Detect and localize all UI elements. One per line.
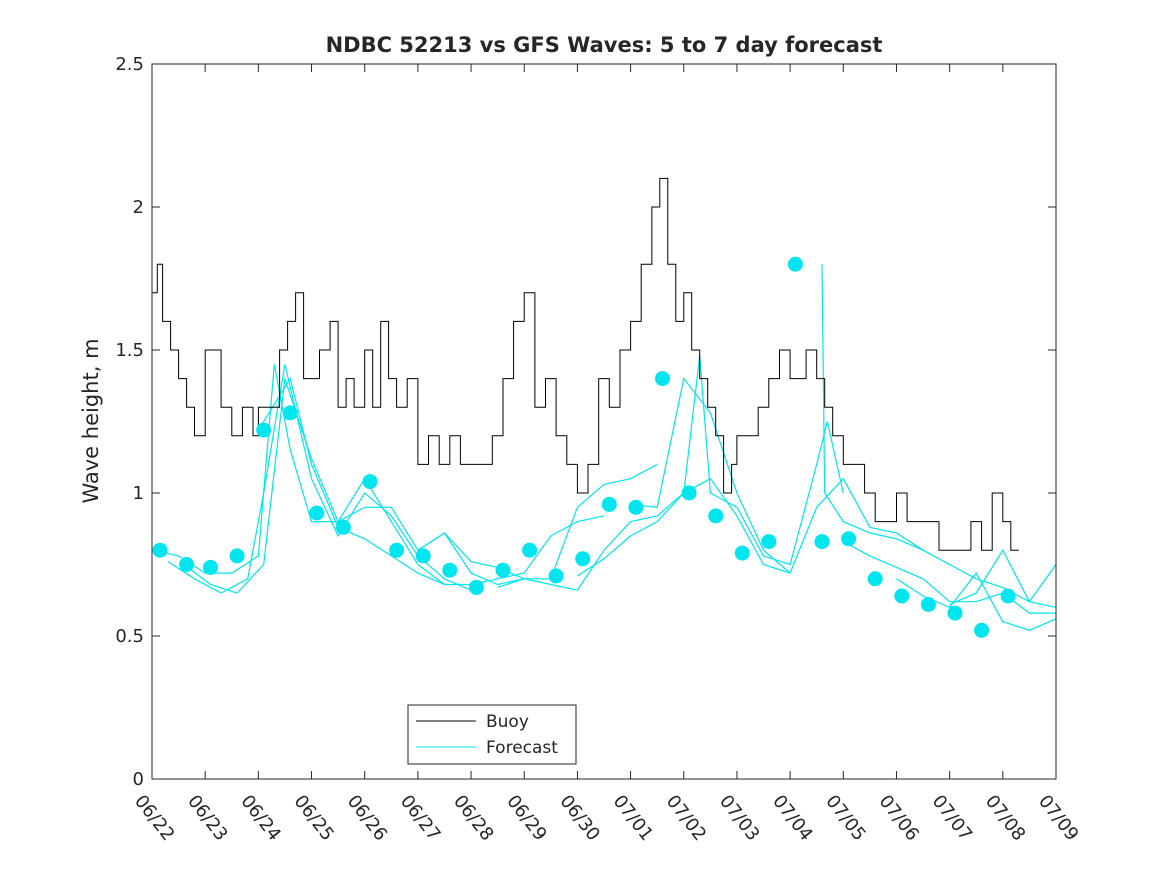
forecast-marker <box>734 545 750 561</box>
forecast-run-line <box>896 572 1057 631</box>
forecast-marker <box>468 579 484 595</box>
forecast-marker <box>628 499 644 515</box>
forecast-marker <box>179 557 195 572</box>
forecast-marker <box>867 571 883 587</box>
x-tick-label: 06/23 <box>183 791 231 845</box>
x-tick-label: 06/30 <box>555 791 603 845</box>
x-tick-label: 07/03 <box>715 791 763 845</box>
x-tick-label: 06/22 <box>130 791 178 845</box>
x-tick-label: 06/27 <box>396 791 444 845</box>
forecast-marker <box>522 542 538 558</box>
y-tick-label: 0 <box>133 769 144 790</box>
forecast-marker <box>920 597 936 612</box>
forecast-run-line <box>497 477 791 591</box>
legend-label-buoy: Buoy <box>486 712 529 732</box>
x-tick-label: 07/08 <box>981 791 1029 845</box>
x-ticks: 06/22 06/23 06/24 06/25 06/26 06/27 06/28 06/29… <box>130 64 1083 845</box>
forecast-marker <box>362 474 378 490</box>
x-tick-label: 07/06 <box>875 791 923 845</box>
buoy-series-line <box>152 177 1019 551</box>
x-tick-label: 06/24 <box>236 791 284 845</box>
y-tick-label: 1 <box>133 483 144 504</box>
forecast-marker <box>761 534 777 550</box>
forecast-run-line <box>183 378 525 594</box>
x-tick-label: 06/26 <box>343 791 391 845</box>
forecast-marker <box>203 559 218 575</box>
y-ticks: 0 0.5 1 1.5 2 2.5 <box>115 54 1056 790</box>
y-tick-label: 2.5 <box>115 54 144 75</box>
forecast-run-line <box>949 548 1057 606</box>
forecast-run-line <box>821 264 1057 608</box>
forecast-run-line <box>257 377 605 586</box>
forecast-marker <box>681 485 697 501</box>
forecast-run-line <box>151 364 445 585</box>
forecast-marker <box>575 551 591 567</box>
legend: Buoy Forecast <box>407 704 577 765</box>
y-tick-label: 2 <box>133 197 144 218</box>
forecast-run-line <box>843 541 1056 614</box>
forecast-marker <box>1000 588 1016 604</box>
forecast-marker <box>335 519 351 535</box>
chart-title: NDBC 52213 vs GFS Waves: 5 to 7 day fore… <box>326 33 883 57</box>
forecast-marker <box>495 562 511 578</box>
forecast-marker <box>894 588 910 604</box>
forecast-marker <box>389 542 405 558</box>
x-tick-label: 06/28 <box>449 791 497 845</box>
x-tick-label: 07/01 <box>609 791 657 845</box>
forecast-marker <box>601 496 617 512</box>
x-tick-label: 06/29 <box>502 791 550 845</box>
y-tick-label: 0.5 <box>115 626 144 647</box>
x-tick-label: 07/09 <box>1034 791 1082 845</box>
x-tick-label: 07/05 <box>821 791 869 845</box>
legend-box <box>407 704 577 765</box>
y-axis-label: Wave height, m <box>79 338 103 503</box>
x-tick-label: 07/07 <box>928 791 976 845</box>
legend-label-forecast: Forecast <box>486 738 558 758</box>
forecast-marker <box>415 548 431 564</box>
forecast-marker <box>229 548 245 564</box>
forecast-marker <box>655 371 670 387</box>
forecast-marker <box>442 562 458 578</box>
forecast-marker <box>708 508 724 524</box>
forecast-marker <box>814 534 830 550</box>
forecast-marker <box>947 605 963 621</box>
forecast-marker <box>309 505 325 521</box>
forecast-marker <box>548 568 564 584</box>
forecast-run-line <box>630 377 924 575</box>
forecast-run-line <box>577 355 844 577</box>
x-tick-label: 07/02 <box>662 791 710 845</box>
forecast-marker <box>841 531 857 547</box>
forecast-marker <box>256 422 272 438</box>
plot-area <box>151 177 1057 638</box>
axes-box <box>151 63 1057 780</box>
x-tick-label: 06/25 <box>290 791 338 845</box>
forecast-run-line <box>417 463 658 586</box>
forecast-marker <box>974 622 990 638</box>
y-tick-label: 1.5 <box>115 340 144 361</box>
x-tick-label: 07/04 <box>768 791 816 845</box>
forecast-marker <box>152 542 168 558</box>
forecast-marker <box>787 256 803 272</box>
forecast-marker <box>282 405 298 421</box>
